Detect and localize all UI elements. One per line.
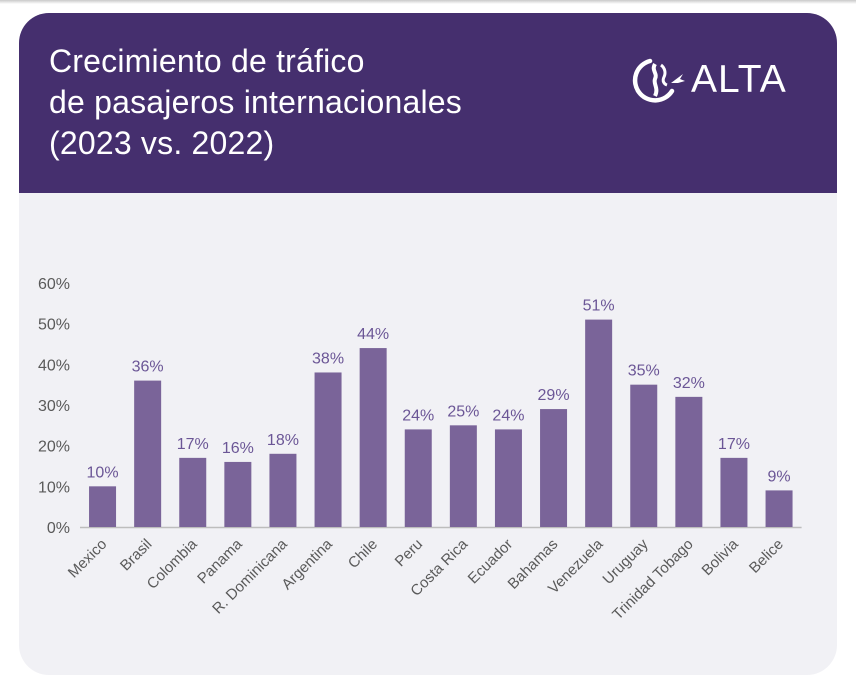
data-label: 17% [177, 436, 209, 453]
bar [314, 372, 342, 527]
data-label: 44% [357, 326, 389, 343]
y-tick-label: 40% [38, 357, 70, 374]
data-label: 38% [312, 350, 344, 367]
data-label: 24% [402, 407, 434, 424]
y-tick-label: 50% [38, 317, 70, 334]
bar [765, 490, 793, 527]
y-tick-label: 10% [38, 479, 70, 496]
bar [720, 457, 748, 527]
data-label: 51% [583, 298, 615, 315]
bar [585, 319, 613, 527]
data-label: 17% [718, 436, 750, 453]
bar [134, 380, 162, 527]
data-label: 32% [673, 375, 705, 392]
bar [494, 429, 522, 527]
top-divider [0, 0, 856, 4]
value-labels: 10% 36% 17% 16% 18% 38% 44% 24% 25% 24% 29% 51% 35% 3… [87, 298, 791, 486]
bar [89, 486, 117, 527]
header-banner: Crecimiento de tráfico de pasajeros inte… [19, 13, 837, 193]
data-label: 9% [767, 468, 790, 485]
bar [224, 461, 252, 527]
title-line-1: Crecimiento de tráfico [49, 43, 365, 79]
y-tick-label: 20% [38, 439, 70, 456]
bars [89, 319, 793, 527]
y-tick-label: 30% [38, 398, 70, 415]
bar [675, 396, 703, 527]
bar [540, 409, 568, 527]
x-tick-label: Trinidad Tobago [609, 536, 697, 624]
x-tick-label: Mexico [65, 536, 111, 582]
data-label: 18% [267, 432, 299, 449]
x-tick-label: Chile [345, 536, 381, 572]
bar [179, 457, 207, 527]
data-label: 10% [87, 464, 119, 481]
chart-card: Crecimiento de tráfico de pasajeros inte… [19, 13, 837, 675]
data-label: 35% [628, 363, 660, 380]
bar [359, 348, 387, 527]
logo-text: ALTA [691, 58, 787, 101]
y-tick-label: 60% [38, 276, 70, 293]
data-label: 25% [447, 403, 479, 420]
y-tick-label: 0% [47, 520, 70, 537]
x-tick-label: Colombia [144, 535, 201, 592]
x-tick-label: Peru [392, 536, 426, 570]
chart-title: Crecimiento de tráfico de pasajeros inte… [49, 41, 609, 164]
bar [404, 429, 432, 527]
y-axis-labels: 0% 10% 20% 30% 40% 50% 60% [38, 276, 70, 537]
title-line-3: (2023 vs. 2022) [49, 125, 275, 161]
alta-logo: ALTA [631, 55, 811, 105]
data-label: 29% [538, 387, 570, 404]
data-label: 36% [132, 359, 164, 376]
x-tick-label: Belice [746, 536, 787, 577]
bar [449, 425, 477, 527]
data-label: 24% [492, 407, 524, 424]
data-label: 16% [222, 440, 254, 457]
bar [630, 384, 658, 527]
x-tick-label: Argentina [278, 535, 336, 593]
x-tick-label: Brasil [117, 536, 156, 575]
x-tick-label: Bolivia [699, 535, 743, 579]
alta-globe-icon [632, 58, 685, 103]
bar [269, 453, 297, 527]
title-line-2: de pasajeros internacionales [49, 84, 462, 120]
